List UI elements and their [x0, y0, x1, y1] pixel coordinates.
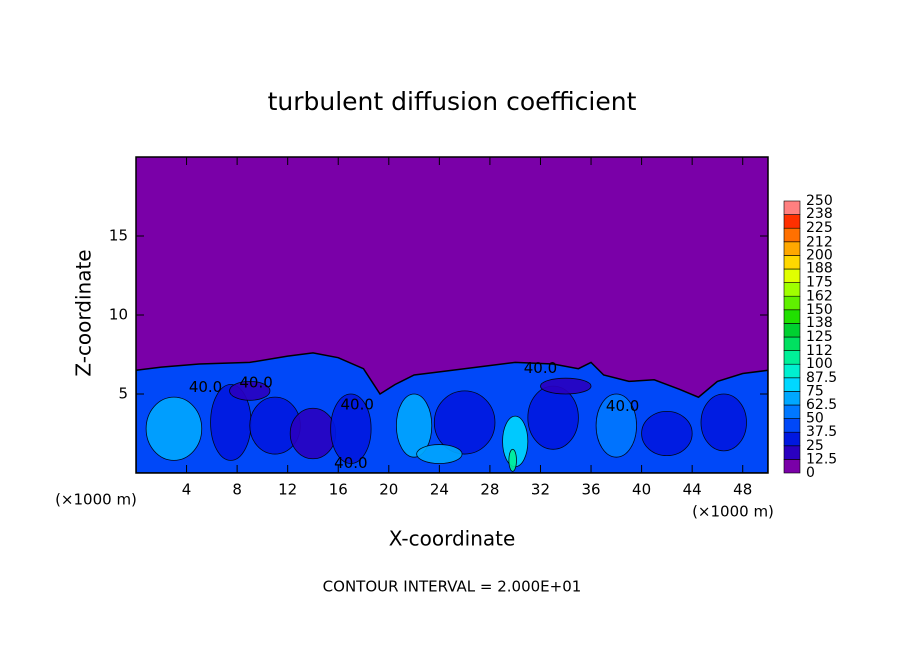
- x-tick-label: 40: [632, 481, 651, 499]
- colorbar-label: 138: [806, 315, 833, 331]
- colorbar-swatch: [783, 268, 801, 283]
- eddy: [641, 410, 693, 457]
- colorbar-swatch: [783, 336, 801, 351]
- eddy: [508, 448, 517, 472]
- colorbar-swatch: [783, 404, 801, 419]
- contour-label: 40.0: [189, 378, 222, 396]
- eddy: [700, 393, 747, 452]
- x-tick-label: 28: [480, 481, 499, 499]
- x-tick-label: 8: [232, 481, 242, 499]
- colorbar-swatch: [783, 459, 801, 474]
- colorbar-label: 50: [806, 411, 824, 427]
- colorbar-label: 162: [806, 289, 833, 305]
- colorbar-label: 75: [806, 383, 824, 399]
- eddy: [595, 393, 637, 458]
- colorbar-label: 150: [806, 302, 833, 318]
- colorbar-label: 175: [806, 275, 833, 291]
- contour-label: 40.0: [606, 397, 639, 415]
- colorbar-swatch: [783, 309, 801, 324]
- colorbar-swatch: [783, 214, 801, 229]
- x-axis-label: X-coordinate: [389, 527, 516, 551]
- colorbar-label: 188: [806, 260, 833, 276]
- colorbar-label: 225: [806, 220, 833, 236]
- colorbar-label: 25: [806, 438, 824, 454]
- colorbar-label: 125: [806, 329, 833, 345]
- y-unit-label: (×1000 m): [55, 491, 137, 509]
- eddy: [540, 377, 592, 395]
- x-unit-label: (×1000 m): [692, 503, 774, 521]
- x-tick-label: 36: [581, 481, 600, 499]
- colorbar-label: 250: [806, 193, 833, 209]
- field: 40.0 40.0 40.0 40.0 40.0 40.0: [136, 157, 768, 473]
- eddy: [145, 396, 203, 461]
- colorbar-swatch: [783, 391, 801, 406]
- y-tick-label: 10: [109, 306, 128, 324]
- colorbar-label: 112: [806, 343, 833, 359]
- colorbar-label: 212: [806, 234, 833, 250]
- x-tick-label: 24: [430, 481, 449, 499]
- x-tick-label: 32: [531, 481, 550, 499]
- colorbar-swatch: [783, 363, 801, 379]
- y-tick-label: 5: [118, 385, 128, 403]
- colorbar-swatch: [783, 200, 801, 215]
- x-tick-label: 44: [683, 481, 702, 499]
- eddy: [289, 407, 337, 460]
- colorbar-swatch: [783, 350, 801, 365]
- colorbar-label: 62.5: [806, 397, 837, 413]
- x-tick-label: 20: [379, 481, 398, 499]
- colorbar-label: 200: [806, 247, 833, 263]
- eddy: [229, 380, 271, 401]
- colorbar-label: 100: [806, 356, 833, 372]
- x-tick-label: 48: [733, 481, 752, 499]
- eddy: [330, 393, 372, 464]
- colorbar-label: 238: [806, 206, 833, 222]
- x-tick-label: 12: [278, 481, 297, 499]
- contour-label: 40.0: [340, 396, 373, 414]
- contour-label: 40.0: [239, 373, 272, 391]
- x-tick-label: 16: [329, 481, 348, 499]
- colorbar-swatch: [783, 295, 801, 311]
- y-tick-label: 15: [109, 227, 128, 245]
- x-tick-label: 4: [182, 481, 192, 499]
- y-axis-label: Z-coordinate: [72, 249, 96, 376]
- colorbar-label: 87.5: [806, 370, 837, 386]
- contour-label: 40.0: [334, 454, 367, 472]
- colorbar-swatch: [783, 282, 801, 297]
- contour-label: 40.0: [524, 359, 557, 377]
- annotation: CONTOUR INTERVAL = 2.000E+01: [323, 578, 582, 596]
- colorbar-label: 37.5: [806, 424, 837, 440]
- eddy: [527, 385, 579, 450]
- colorbar-swatch: [783, 255, 801, 270]
- chart-title: turbulent diffusion coefficient: [268, 87, 637, 116]
- colorbar-swatch: [783, 227, 801, 243]
- colorbar-label: 0: [806, 465, 815, 481]
- colorbar-swatch: [783, 241, 801, 256]
- colorbar-swatch: [783, 445, 801, 460]
- colorbar-swatch: [783, 323, 801, 338]
- eddy: [395, 393, 433, 458]
- colorbar-swatch: [783, 418, 801, 433]
- eddy: [433, 390, 496, 455]
- field-layers: 40.0 40.0 40.0 40.0 40.0 40.0: [136, 157, 768, 473]
- colorbar-label: 12.5: [806, 451, 837, 467]
- eddy: [416, 444, 463, 464]
- colorbar-swatch: [783, 377, 801, 392]
- colorbar-swatch: [783, 431, 801, 447]
